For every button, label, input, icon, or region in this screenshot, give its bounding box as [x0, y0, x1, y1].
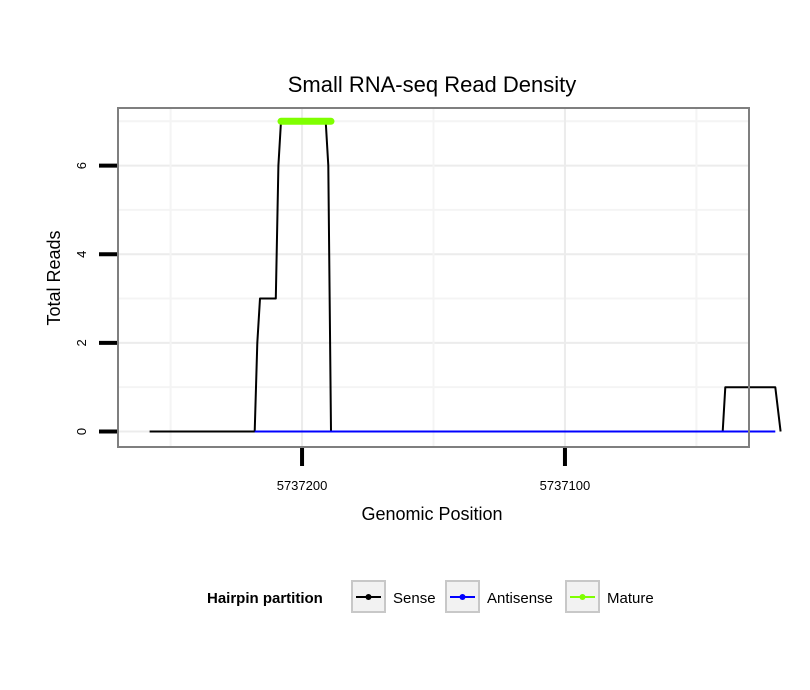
plot-panel-border — [117, 107, 750, 448]
legend-label-mature: Mature — [607, 590, 654, 607]
legend-key-sense: Sense — [351, 580, 436, 613]
y-tick-label: 0 — [74, 428, 89, 435]
series-layer — [149, 117, 782, 433]
legend-point-antisense — [459, 594, 466, 600]
legend-label-antisense: Antisense — [487, 590, 553, 607]
legend-title: Hairpin partition — [207, 590, 323, 607]
x-axis: 5737200 5737100 — [277, 448, 591, 493]
legend-point-sense — [365, 594, 372, 600]
y-tick-label: 4 — [74, 251, 89, 258]
y-tick-label: 6 — [74, 162, 89, 169]
legend-key-antisense: Antisense — [445, 580, 553, 613]
x-tick-label: 5737200 — [277, 478, 328, 493]
series-line-sense — [149, 120, 782, 433]
y-axis: 0 2 4 6 — [74, 162, 117, 435]
x-axis-label: Genomic Position — [361, 504, 502, 524]
y-axis-label: Total Reads — [44, 230, 64, 325]
legend: Hairpin partition Sense Antisense Mature — [207, 580, 654, 613]
chart-title: Small RNA-seq Read Density — [288, 72, 577, 97]
x-tick-label: 5737100 — [540, 478, 591, 493]
y-tick-label: 2 — [74, 339, 89, 346]
legend-label-sense: Sense — [393, 590, 436, 607]
legend-key-mature: Mature — [565, 580, 654, 613]
legend-point-mature — [579, 594, 586, 600]
grid — [118, 108, 749, 447]
